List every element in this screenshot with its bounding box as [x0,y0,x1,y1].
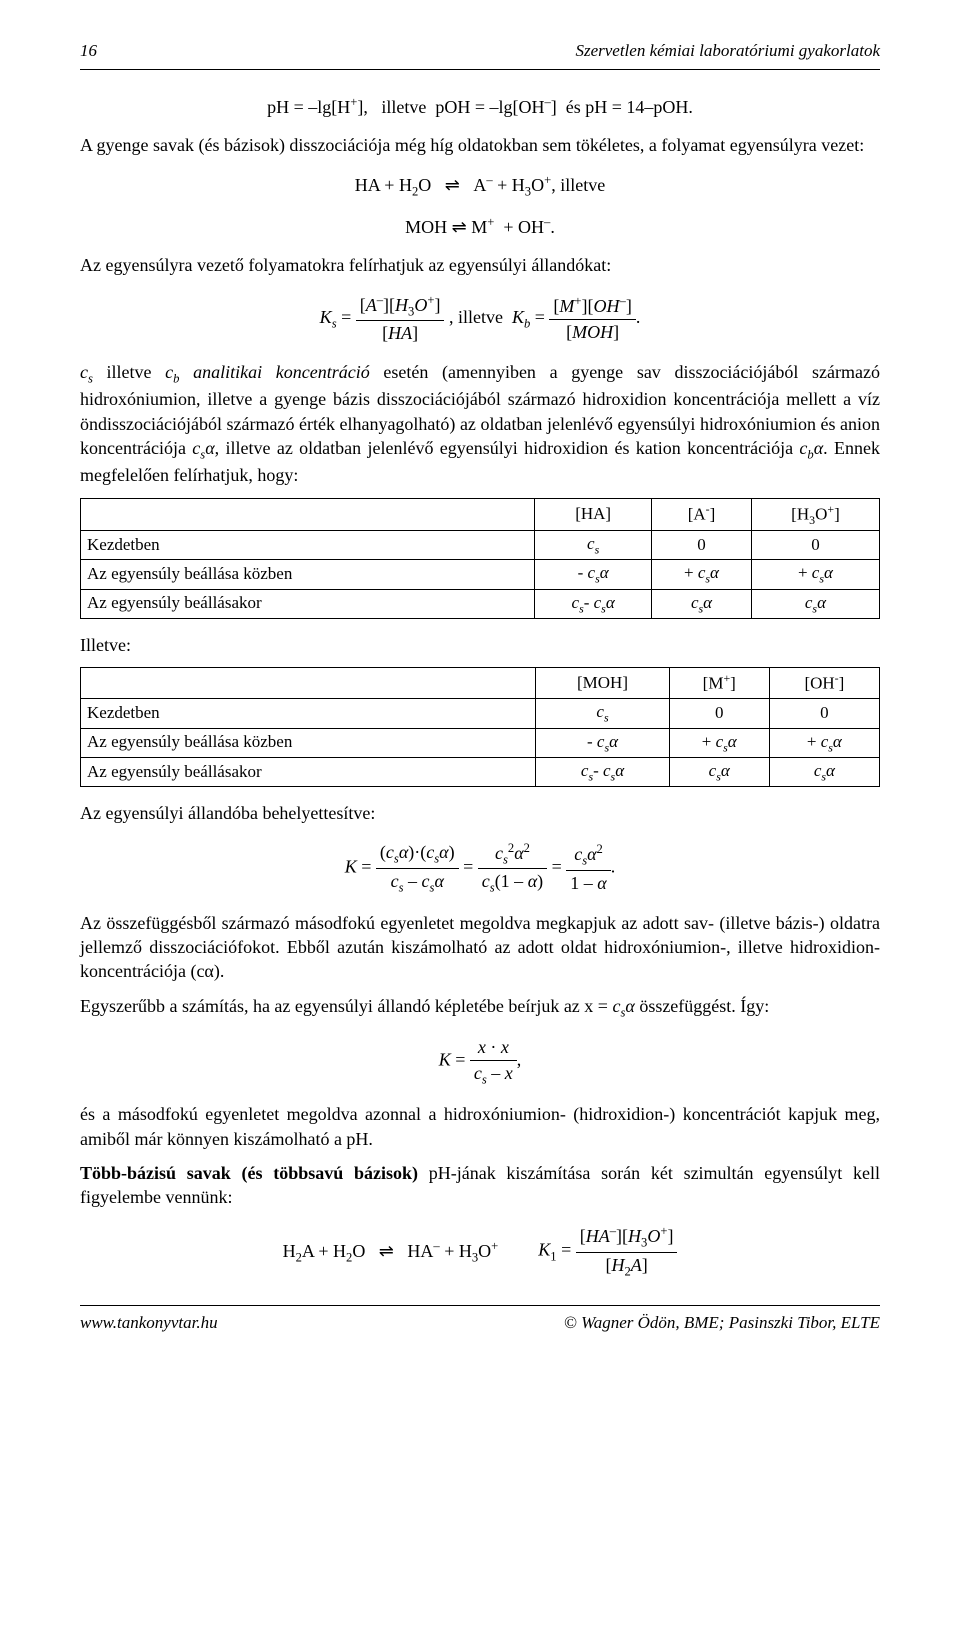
table-row: Kezdetben cs 0 0 [81,530,880,559]
paragraph-weak-acids: A gyenge savak (és bázisok) disszociáció… [80,133,880,157]
table-header-cell: [H3O+] [751,498,879,530]
table-cell: 0 [669,699,769,728]
table-row: Kezdetben cs 0 0 [81,699,880,728]
table-acid-equilibrium: [HA] [A-] [H3O+] Kezdetben cs 0 0 Az egy… [80,498,880,619]
eq-h2a-k1: H2A + H2O ⇌ HA– + H3O+ K1 = [HA–][H3O+] … [80,1223,880,1280]
page-header: 16 Szervetlen kémiai laboratóriumi gyako… [80,40,880,63]
eq-moh-dissoc: MOH ⇌ M+ + OH–. [80,214,880,239]
table-row: Az egyensúly beállása közben - csα + csα… [81,560,880,589]
page-footer: www.tankonyvtar.hu © Wagner Ödön, BME; P… [80,1312,880,1335]
table-cell: csα [669,757,769,786]
eq-ha-dissoc: HA + H2O ⇌ A– + H3O+, illetve [80,172,880,201]
table-cell: Kezdetben [81,699,536,728]
table-cell: + csα [652,560,752,589]
page-number: 16 [80,40,97,63]
table-cell: - csα [535,560,652,589]
table-cell: + csα [669,728,769,757]
paragraph-from-relation: Az összefüggésből származó másodfokú egy… [80,911,880,984]
eq-K-expanded: K = (csα)·(csα) cs – csα = cs2α2 cs(1 – … [80,840,880,897]
table-header-cell: [MOH] [536,668,669,699]
paragraph-equilibrium: Az egyensúlyra vezető folyamatokra felír… [80,253,880,277]
paragraph-analytical-conc: cs illetve cb analitikai koncentráció es… [80,360,880,488]
table-row: [MOH] [M+] [OH-] [81,668,880,699]
table-cell: Kezdetben [81,530,535,559]
table-row: Az egyensúly beállásakor cs- csα csα csα [81,589,880,618]
table-cell: csα [751,589,879,618]
table-cell: cs- csα [536,757,669,786]
table-cell: csα [652,589,752,618]
table-row: [HA] [A-] [H3O+] [81,498,880,530]
table-cell: 0 [751,530,879,559]
paragraph-polyprotic: Több-bázisú savak (és többsavú bázisok) … [80,1161,880,1210]
table-cell: cs- csα [535,589,652,618]
paragraph-simpler: Egyszerűbb a számítás, ha az egyensúlyi … [80,994,880,1022]
table-cell: cs [535,530,652,559]
table-cell: Az egyensúly beállása közben [81,728,536,757]
table-cell: 0 [769,699,879,728]
table-row: Az egyensúly beállása közben - csα + csα… [81,728,880,757]
table-header-cell: [HA] [535,498,652,530]
page-container: 16 Szervetlen kémiai laboratóriumi gyako… [0,0,960,1365]
footer-rule [80,1305,880,1306]
table-header-cell: [M+] [669,668,769,699]
table-header-cell [81,668,536,699]
table-cell: cs [536,699,669,728]
table-cell: + csα [769,728,879,757]
table-cell: Az egyensúly beállásakor [81,757,536,786]
table-cell: + csα [751,560,879,589]
table-header-cell: [A-] [652,498,752,530]
table-header-cell: [OH-] [769,668,879,699]
paragraph-quadratic: és a másodfokú egyenletet megoldva azonn… [80,1102,880,1151]
eq-K-xx: K = x · x cs – x , [80,1035,880,1088]
footer-url: www.tankonyvtar.hu [80,1312,218,1335]
table-cell: - csα [536,728,669,757]
chapter-title: Szervetlen kémiai laboratóriumi gyakorla… [575,40,880,63]
table-base-equilibrium: [MOH] [M+] [OH-] Kezdetben cs 0 0 Az egy… [80,667,880,787]
eq-ks-kb: Ks = [A–][H3O+] [HA] , illetve Kb = [M+]… [80,292,880,346]
table-header-cell [81,498,535,530]
paragraph-illetve: Illetve: [80,633,880,657]
table-row: Az egyensúly beállásakor cs- csα csα csα [81,757,880,786]
eq-ph-definition: pH = –lg[H+], illetve pOH = –lg[OH–] és … [80,94,880,119]
footer-attribution: © Wagner Ödön, BME; Pasinszki Tibor, ELT… [564,1312,880,1335]
table-cell: Az egyensúly beállásakor [81,589,535,618]
table-cell: Az egyensúly beállása közben [81,560,535,589]
table-cell: 0 [652,530,752,559]
table-cell: csα [769,757,879,786]
header-rule [80,69,880,70]
paragraph-substitute: Az egyensúlyi állandóba behelyettesítve: [80,801,880,825]
